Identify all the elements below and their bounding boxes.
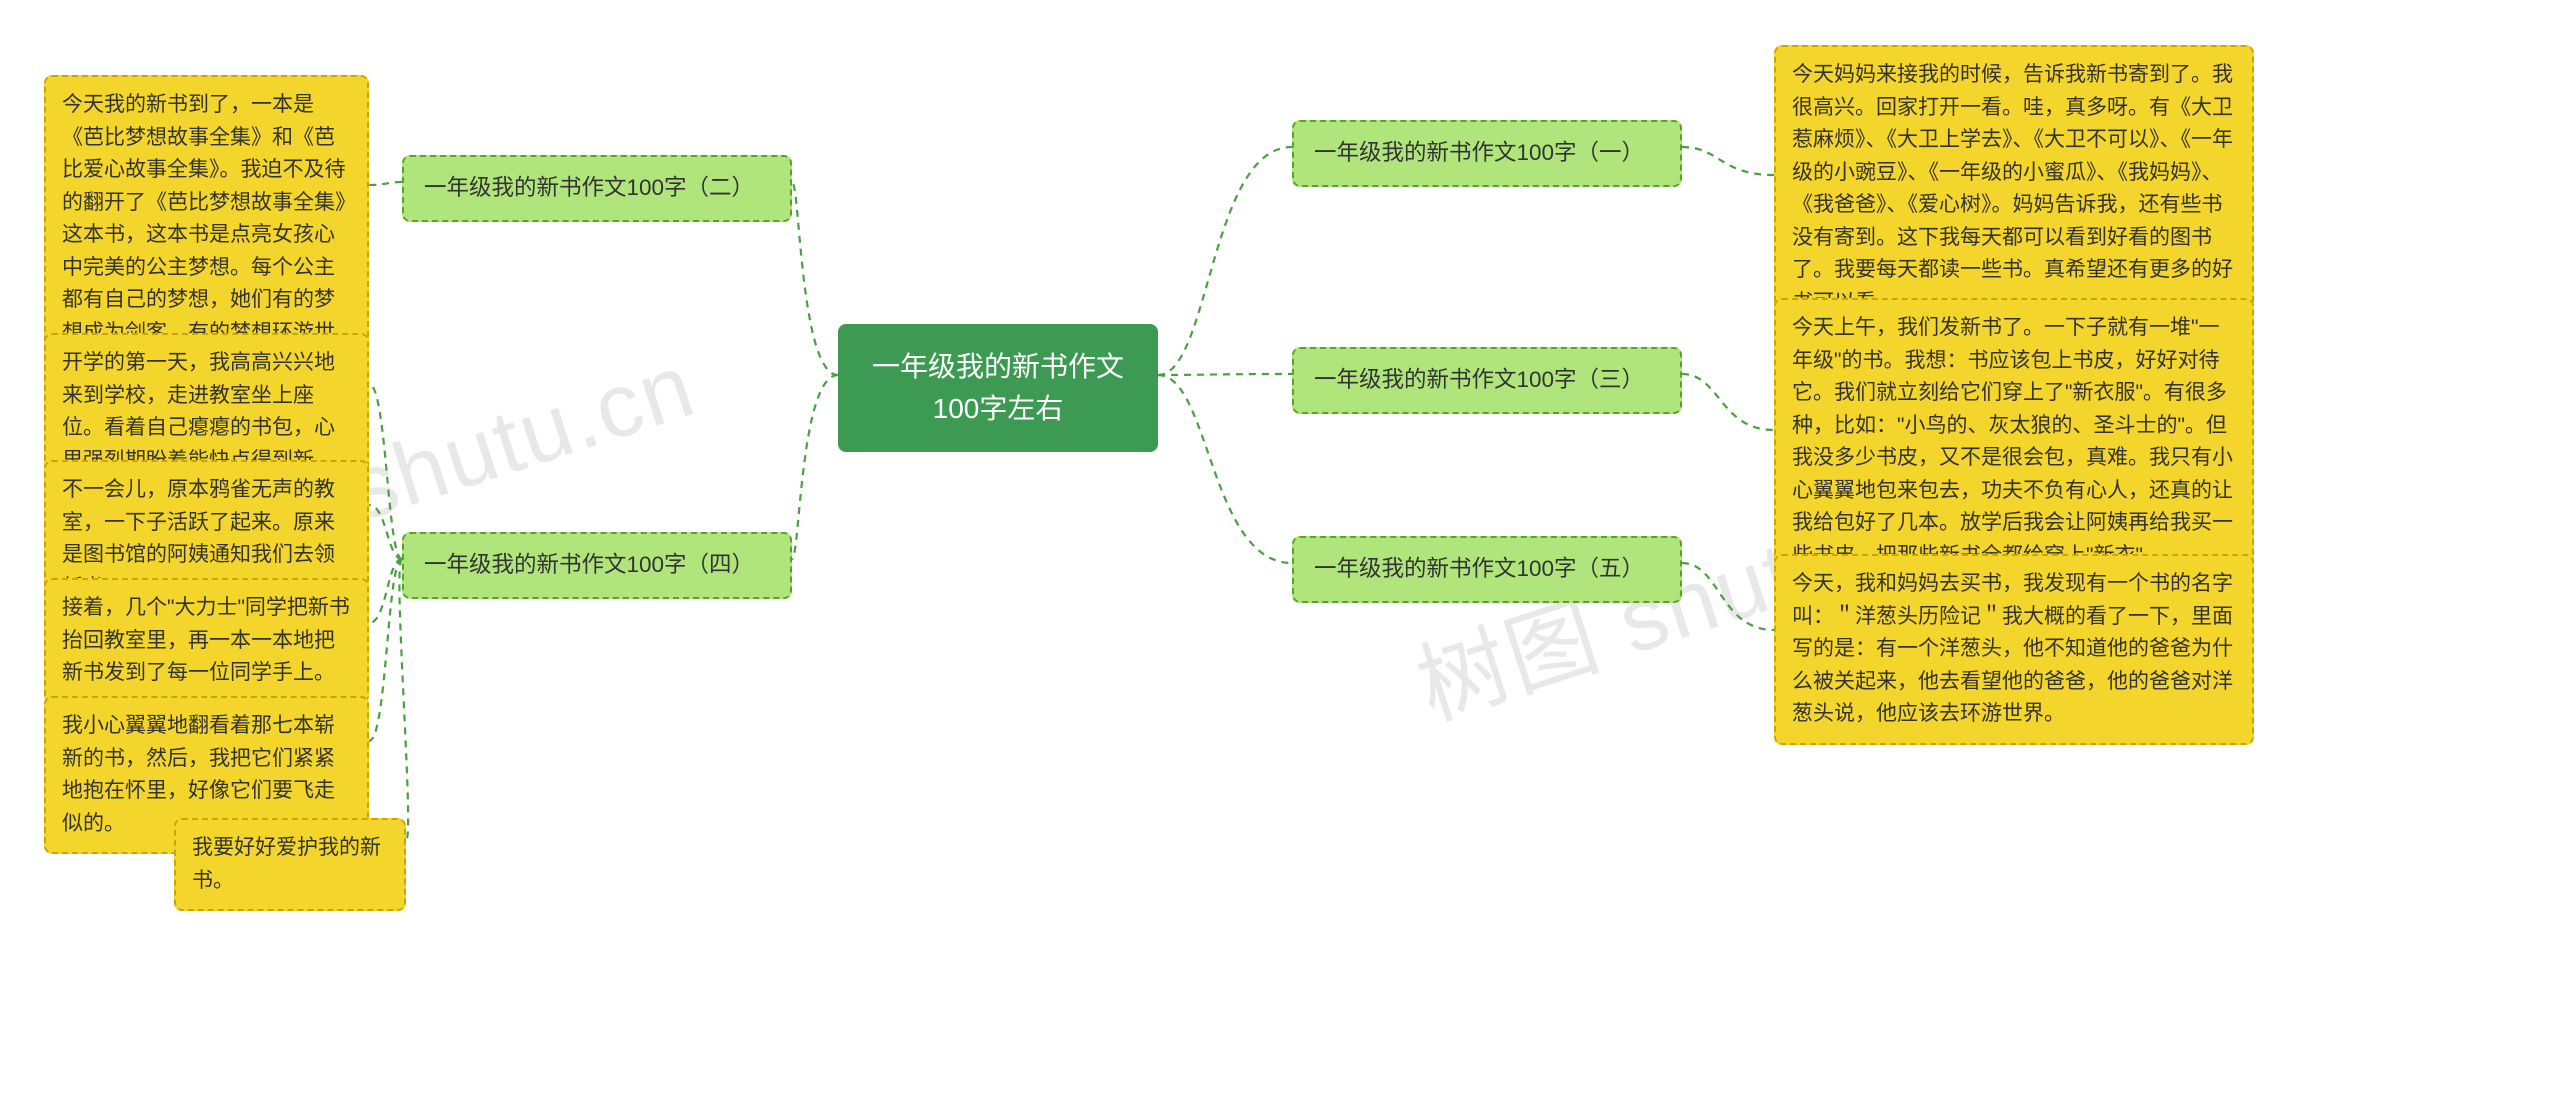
branch-node-1[interactable]: 一年级我的新书作文100字（一） bbox=[1292, 120, 1682, 187]
mindmap-canvas: 树图 shutu.cn 树图 shutu.cn 一年级我的新书作文100字左右 … bbox=[0, 0, 2560, 1114]
leaf-node-3[interactable]: 今天上午，我们发新书了。一下子就有一堆"一年级"的书。我想：书应该包上书皮，好好… bbox=[1774, 298, 2254, 586]
branch-node-3[interactable]: 一年级我的新书作文100字（三） bbox=[1292, 347, 1682, 414]
leaf-node-5[interactable]: 今天，我和妈妈去买书，我发现有一个书的名字叫：＂洋葱头历险记＂我大概的看了一下，… bbox=[1774, 554, 2254, 745]
leaf-node-4e[interactable]: 我要好好爱护我的新书。 bbox=[174, 818, 406, 911]
branch-node-2[interactable]: 一年级我的新书作文100字（二） bbox=[402, 155, 792, 222]
branch-node-4[interactable]: 一年级我的新书作文100字（四） bbox=[402, 532, 792, 599]
branch-node-5[interactable]: 一年级我的新书作文100字（五） bbox=[1292, 536, 1682, 603]
center-node[interactable]: 一年级我的新书作文100字左右 bbox=[838, 324, 1158, 452]
leaf-node-1[interactable]: 今天妈妈来接我的时候，告诉我新书寄到了。我很高兴。回家打开一看。哇，真多呀。有《… bbox=[1774, 45, 2254, 333]
leaf-node-4c[interactable]: 接着，几个"大力士"同学把新书抬回教室里，再一本一本地把新书发到了每一位同学手上… bbox=[44, 578, 369, 704]
